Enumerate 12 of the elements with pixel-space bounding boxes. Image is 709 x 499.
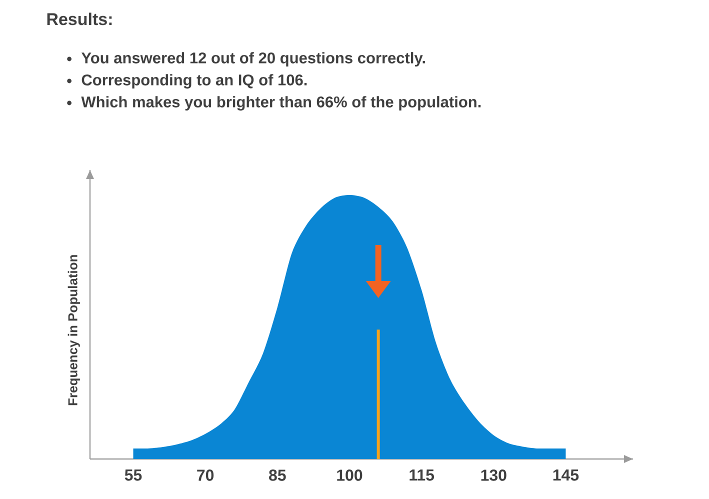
x-tick-label: 145 — [553, 470, 579, 481]
x-tick-label: 55 — [124, 470, 142, 481]
text: Corresponding to an IQ of 106. — [82, 74, 307, 89]
text: You answered 12 out of 20 questions correctly. — [81, 52, 425, 67]
x-tick-label: 70 — [197, 470, 214, 481]
x-tick-label: 100 — [337, 470, 362, 481]
chart-title: Results: — [47, 12, 112, 26]
x-tick-label: 115 — [410, 470, 434, 481]
x-tick-label: 130 — [481, 470, 506, 481]
x-tick-label: 85 — [269, 470, 286, 481]
text: Which makes you brighter than 66% of the population. — [81, 96, 481, 111]
y-axis-title: Frequency in Population — [68, 255, 80, 406]
